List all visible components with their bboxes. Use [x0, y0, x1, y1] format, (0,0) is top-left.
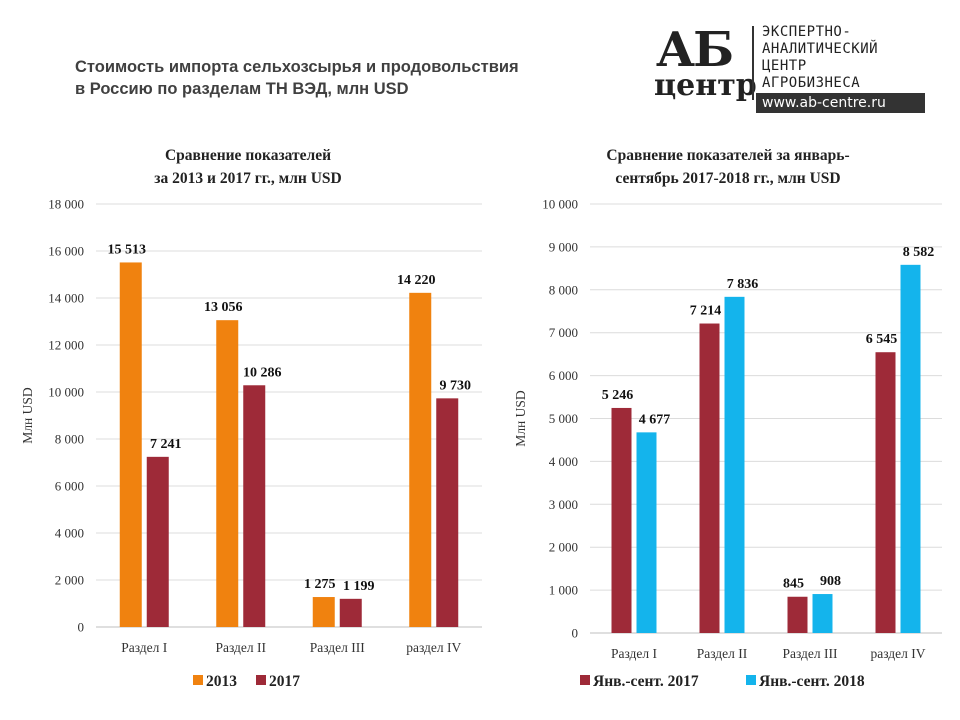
y-tick-label: 1 000 — [549, 583, 578, 598]
y-tick-label: 7 000 — [549, 325, 578, 340]
data-label: 15 513 — [108, 242, 147, 257]
y-tick-label: 10 000 — [542, 197, 578, 212]
data-label: 845 — [783, 577, 804, 592]
chart-2: Сравнение показателей за январь-сентябрь… — [513, 147, 942, 690]
data-label: 6 545 — [866, 332, 898, 347]
y-tick-label: 6 000 — [55, 479, 84, 494]
legend-label: Янв.-сент. 2018 — [759, 673, 865, 690]
chart-title: Сравнение показателей — [165, 147, 331, 164]
data-label: 14 220 — [397, 273, 436, 288]
y-tick-label: 14 000 — [48, 291, 84, 306]
logo-line: ЭКСПЕРТНО- — [762, 24, 852, 40]
bar-2017 — [436, 398, 459, 627]
legend-swatch — [256, 675, 266, 685]
legend-label: 2013 — [206, 673, 237, 690]
data-label: 13 056 — [204, 300, 243, 315]
y-axis-label: Млн USD — [20, 387, 35, 444]
logo-line: АНАЛИТИЧЕСКИЙ — [762, 41, 879, 57]
logo-line: АГРОБИЗНЕСА — [762, 75, 861, 91]
y-tick-label: 4 000 — [549, 454, 578, 469]
logo-divider — [752, 26, 754, 100]
data-label: 7 836 — [727, 277, 759, 292]
bar-Янв.-сент.-2018 — [724, 296, 745, 633]
page-title: Стоимость импорта сельхозсырья и продово… — [75, 56, 519, 100]
x-category-label: Раздел II — [215, 640, 266, 655]
bar-Янв.-сент.-2018 — [636, 432, 657, 633]
bar-2013 — [409, 292, 432, 627]
x-category-label: Раздел III — [782, 646, 838, 661]
y-tick-label: 5 000 — [549, 411, 578, 426]
data-label: 1 199 — [343, 579, 375, 594]
y-tick-label: 8 000 — [549, 282, 578, 297]
legend-swatch — [580, 675, 590, 685]
bar-Янв.-сент.-2017 — [611, 407, 632, 633]
y-tick-label: 10 000 — [48, 385, 84, 400]
bar-2013 — [216, 320, 239, 627]
logo-url: www.ab-centre.ru — [756, 93, 925, 113]
data-label: 7 214 — [690, 304, 722, 319]
y-tick-label: 12 000 — [48, 338, 84, 353]
legend-swatch — [746, 675, 756, 685]
y-tick-label: 9 000 — [549, 239, 578, 254]
y-tick-label: 4 000 — [55, 526, 84, 541]
y-tick-label: 2 000 — [549, 540, 578, 555]
logo-line: ЦЕНТР — [762, 58, 807, 74]
chart-1: Сравнение показателей за 2013 и 2017 гг.,… — [20, 147, 482, 690]
bar-2013 — [119, 262, 142, 627]
y-tick-label: 2 000 — [55, 573, 84, 588]
y-tick-label: 8 000 — [55, 432, 84, 447]
y-tick-label: 18 000 — [48, 197, 84, 212]
x-category-label: раздел IV — [406, 640, 461, 655]
data-label: 9 730 — [440, 378, 472, 393]
y-tick-label: 16 000 — [48, 244, 84, 259]
legend-label: Янв.-сент. 2017 — [593, 673, 699, 690]
data-label: 1 275 — [304, 577, 336, 592]
y-tick-label: 0 — [572, 626, 579, 641]
logo-mark-top: АБ — [656, 22, 734, 78]
title-line-1: Стоимость импорта сельхозсырья и продово… — [75, 58, 519, 76]
bar-Янв.-сент.-2017 — [699, 323, 720, 633]
bar-Янв.-сент.-2017 — [875, 352, 896, 633]
bar-2017 — [339, 598, 362, 627]
x-category-label: Раздел I — [611, 646, 658, 661]
y-tick-label: 3 000 — [549, 497, 578, 512]
chart-title: за 2013 и 2017 гг., млн USD — [154, 170, 341, 187]
data-label: 908 — [820, 574, 841, 589]
chart-title: сентябрь 2017-2018 гг., млн USD — [615, 170, 840, 187]
x-category-label: раздел IV — [870, 646, 925, 661]
data-label: 4 677 — [639, 412, 671, 427]
bar-2017 — [243, 385, 266, 627]
x-category-label: Раздел III — [310, 640, 366, 655]
bar-Янв.-сент.-2017 — [787, 596, 808, 633]
ab-centre-logo: АБ центр ЭКСПЕРТНО- АНАЛИТИЧЕСКИЙ ЦЕНТР … — [652, 22, 942, 117]
y-tick-label: 6 000 — [549, 368, 578, 383]
bar-2013 — [312, 597, 335, 627]
legend-swatch — [193, 675, 203, 685]
data-label: 5 246 — [602, 388, 634, 403]
data-label: 7 241 — [150, 437, 182, 452]
x-category-label: Раздел II — [697, 646, 748, 661]
bar-Янв.-сент.-2018 — [900, 264, 921, 633]
legend-label: 2017 — [269, 673, 300, 690]
data-label: 10 286 — [243, 365, 282, 380]
logo-mark-bottom: центр — [654, 68, 757, 103]
y-axis-label: Млн USD — [513, 390, 528, 447]
title-line-2: в Россию по разделам ТН ВЭД, млн USD — [75, 80, 409, 98]
chart-title: Сравнение показателей за январь- — [606, 147, 849, 164]
y-tick-label: 0 — [78, 620, 85, 635]
logo-text: ЭКСПЕРТНО- АНАЛИТИЧЕСКИЙ ЦЕНТР АГРОБИЗНЕ… — [762, 24, 878, 92]
data-label: 8 582 — [903, 245, 935, 260]
x-category-label: Раздел I — [121, 640, 168, 655]
bar-Янв.-сент.-2018 — [812, 594, 833, 633]
bar-2017 — [146, 456, 169, 627]
